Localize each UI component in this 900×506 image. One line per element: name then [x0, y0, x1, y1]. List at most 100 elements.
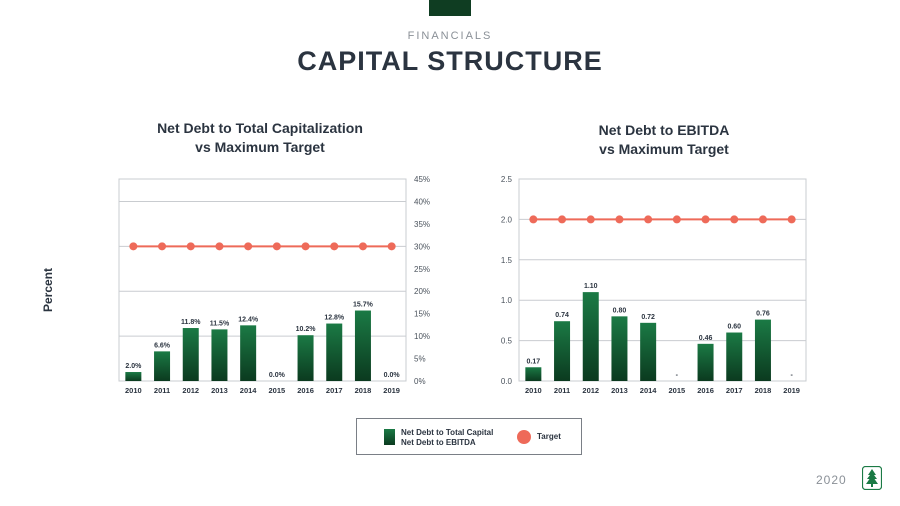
chart1-data-label: 11.8% [181, 319, 201, 326]
chart1-title-line1: Net Debt to Total Capitalization [157, 120, 363, 136]
chart2-xtick-label: 2016 [697, 386, 714, 395]
chart1-xtick-label: 2010 [125, 386, 142, 395]
chart2-ytick-label: 0.5 [501, 337, 513, 346]
chart1-ytick-label: 15% [414, 310, 430, 319]
chart2-data-label: 0.80 [613, 307, 627, 314]
chart2-data-label: 0.17 [527, 358, 541, 365]
chart1-data-label: 6.6% [154, 342, 171, 349]
chart1-target-point [301, 242, 310, 251]
chart1-xtick-label: 2013 [211, 386, 228, 395]
chart2-bar [754, 319, 771, 381]
chart2-data-label: 0.60 [727, 324, 741, 331]
chart1-bar [125, 372, 142, 381]
chart1-data-label: 12.4% [238, 316, 259, 323]
chart1-target-point [272, 242, 281, 251]
chart2-data-label: - [676, 372, 679, 379]
chart1-xtick-label: 2014 [240, 386, 258, 395]
chart1-ytick-label: 0% [414, 377, 426, 386]
chart2-ytick-label: 0.0 [501, 377, 513, 386]
chart1-ytick-label: 30% [414, 242, 430, 251]
chart2-xtick-label: 2013 [611, 386, 628, 395]
chart1-data-label: 15.7% [353, 302, 374, 309]
chart2-xtick-label: 2019 [783, 386, 800, 395]
chart1-bar [154, 351, 171, 381]
chart2-bar [697, 343, 714, 381]
chart-legend: Net Debt to Total Capital Net Debt to EB… [356, 418, 582, 455]
chart2-data-label: 0.74 [555, 312, 569, 319]
chart2-ytick-label: 1.0 [501, 296, 513, 305]
chart2-target-point [586, 215, 595, 224]
chart2-target-point [615, 215, 624, 224]
legend-bar-label-1: Net Debt to Total Capital [401, 428, 494, 437]
chart2-xtick-label: 2011 [554, 386, 570, 395]
chart2-xtick-label: 2018 [755, 386, 772, 395]
chart1-data-label: 11.5% [210, 320, 230, 327]
chart1-data-label: 10.2% [296, 326, 317, 333]
legend-bar-swatch [384, 429, 395, 445]
chart1-target-point [387, 242, 396, 251]
chart1-target-point [129, 242, 138, 251]
chart2-data-label: 0.76 [756, 311, 770, 318]
chart1-bar [240, 325, 257, 381]
chart2-ytick-label: 2.0 [501, 215, 513, 224]
chart2-plot-frame [518, 178, 807, 382]
chart1-data-label: 0.0% [384, 372, 401, 379]
chart2-target-point [558, 215, 567, 224]
legend-target-dot [517, 430, 531, 444]
chart1-title-line2: vs Maximum Target [195, 139, 325, 155]
chart1-target-point [330, 242, 339, 251]
chart2-target-point [730, 215, 739, 224]
chart2-bar [640, 322, 657, 381]
chart2-bar [525, 367, 542, 381]
section-eyebrow: FINANCIALS [407, 30, 493, 42]
chart1-xtick-label: 2016 [297, 386, 314, 395]
chart2-target-point [644, 215, 653, 224]
chart2-target-point [672, 215, 681, 224]
chart2-target-point [701, 215, 710, 224]
chart2-target-point [529, 215, 538, 224]
chart1-ytick-label: 35% [414, 220, 430, 229]
page-title: CAPITAL STRUCTURE [297, 46, 603, 76]
chart1-ytick-label: 10% [414, 332, 430, 341]
chart2-xtick-label: 2015 [669, 386, 686, 395]
chart2-data-label: 0.72 [641, 314, 655, 321]
chart2-xtick-label: 2017 [726, 386, 743, 395]
chart1-title: Net Debt to Total Capitalization vs Maxi… [110, 119, 410, 157]
chart2-xtick-label: 2010 [525, 386, 542, 395]
chart2-bar [554, 321, 571, 381]
chart1-xtick-label: 2011 [154, 386, 170, 395]
chart2-data-label: 1.10 [584, 283, 598, 290]
chart1-target-point [215, 242, 224, 251]
chart1-ytick-label: 45% [414, 175, 430, 184]
chart2-data-label: 0.46 [699, 335, 713, 342]
chart1-bar [354, 310, 371, 381]
chart1-data-label: 12.8% [324, 315, 345, 322]
chart1-bar [326, 323, 343, 381]
chart2-title-line1: Net Debt to EBITDA [598, 122, 730, 138]
chart2-xtick-label: 2014 [640, 386, 658, 395]
brand-tab [429, 0, 471, 16]
chart1-data-label: 0.0% [269, 372, 286, 379]
chart1-data-label: 2.0% [125, 363, 142, 370]
chart2-bar [726, 332, 743, 381]
chart1-target-point [358, 242, 367, 251]
chart1-bar [211, 329, 228, 381]
chart1-target-point [244, 242, 253, 251]
chart2-target-point [758, 215, 767, 224]
chart1-xtick-label: 2017 [326, 386, 343, 395]
tree-logo-icon [862, 466, 882, 490]
chart2-ytick-label: 2.5 [501, 175, 513, 184]
chart1-target-point [186, 242, 195, 251]
chart1-target-point [158, 242, 167, 251]
chart1-xtick-label: 2019 [383, 386, 400, 395]
chart1-bar [182, 328, 199, 381]
chart2-title: Net Debt to EBITDA vs Maximum Target [514, 121, 814, 159]
legend-bar-label-2: Net Debt to EBITDA [401, 438, 476, 447]
chart1-xtick-label: 2012 [182, 386, 199, 395]
chart1-bar [297, 335, 314, 381]
chart2-bar [582, 292, 599, 381]
chart1-ytick-label: 5% [414, 355, 426, 364]
chart1-ytick-label: 25% [414, 265, 430, 274]
chart2-bar [611, 316, 628, 381]
